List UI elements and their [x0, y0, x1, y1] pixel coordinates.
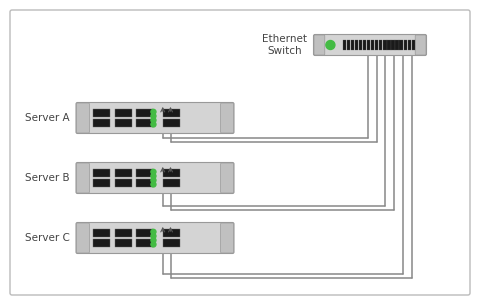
Bar — [136, 178, 154, 187]
FancyBboxPatch shape — [313, 34, 427, 56]
Bar — [363, 40, 366, 50]
Bar — [136, 169, 154, 178]
Bar — [408, 40, 411, 50]
Bar — [399, 40, 403, 50]
Bar — [163, 109, 180, 117]
FancyBboxPatch shape — [314, 35, 325, 55]
Bar — [115, 178, 132, 187]
Bar — [163, 178, 180, 187]
Bar — [391, 40, 395, 50]
Circle shape — [151, 118, 156, 123]
FancyBboxPatch shape — [76, 223, 234, 253]
Text: Server B: Server B — [25, 173, 70, 183]
Circle shape — [151, 182, 156, 187]
FancyBboxPatch shape — [76, 223, 89, 253]
Text: Server A: Server A — [25, 113, 70, 123]
Text: Server C: Server C — [24, 233, 70, 243]
FancyBboxPatch shape — [76, 103, 89, 133]
Circle shape — [151, 113, 156, 119]
Bar — [163, 239, 180, 247]
Circle shape — [151, 229, 156, 234]
Bar — [115, 109, 132, 117]
Circle shape — [326, 41, 335, 49]
Bar — [136, 229, 154, 237]
Bar — [115, 229, 132, 237]
Bar — [371, 40, 374, 50]
FancyBboxPatch shape — [221, 103, 233, 133]
Bar — [136, 239, 154, 247]
Bar — [347, 40, 350, 50]
Bar — [93, 169, 110, 178]
Bar — [136, 109, 154, 117]
Circle shape — [151, 178, 156, 183]
Bar — [379, 40, 383, 50]
FancyBboxPatch shape — [76, 102, 234, 134]
Bar — [350, 40, 354, 50]
Circle shape — [151, 122, 156, 127]
Bar — [412, 40, 415, 50]
Bar — [396, 40, 399, 50]
Bar — [115, 239, 132, 247]
Bar — [359, 40, 362, 50]
Bar — [163, 229, 180, 237]
FancyBboxPatch shape — [10, 10, 470, 295]
Bar — [93, 119, 110, 127]
Bar — [355, 40, 358, 50]
Bar — [367, 40, 370, 50]
Bar — [93, 239, 110, 247]
Bar — [93, 109, 110, 117]
Circle shape — [151, 242, 156, 247]
FancyBboxPatch shape — [221, 163, 233, 193]
Text: Ethernet
Switch: Ethernet Switch — [262, 34, 307, 56]
Bar — [93, 178, 110, 187]
Circle shape — [151, 174, 156, 178]
Bar — [136, 119, 154, 127]
Bar — [404, 40, 407, 50]
Bar — [115, 119, 132, 127]
Bar — [115, 169, 132, 178]
Bar — [163, 119, 180, 127]
Bar — [375, 40, 378, 50]
Circle shape — [151, 234, 156, 239]
FancyBboxPatch shape — [76, 163, 234, 193]
Bar — [343, 40, 346, 50]
Circle shape — [151, 238, 156, 243]
Circle shape — [151, 169, 156, 174]
Bar — [383, 40, 386, 50]
FancyBboxPatch shape — [221, 223, 233, 253]
FancyBboxPatch shape — [76, 163, 89, 193]
Bar — [93, 229, 110, 237]
FancyBboxPatch shape — [415, 35, 426, 55]
Circle shape — [151, 109, 156, 114]
Bar — [387, 40, 391, 50]
Bar — [163, 169, 180, 178]
